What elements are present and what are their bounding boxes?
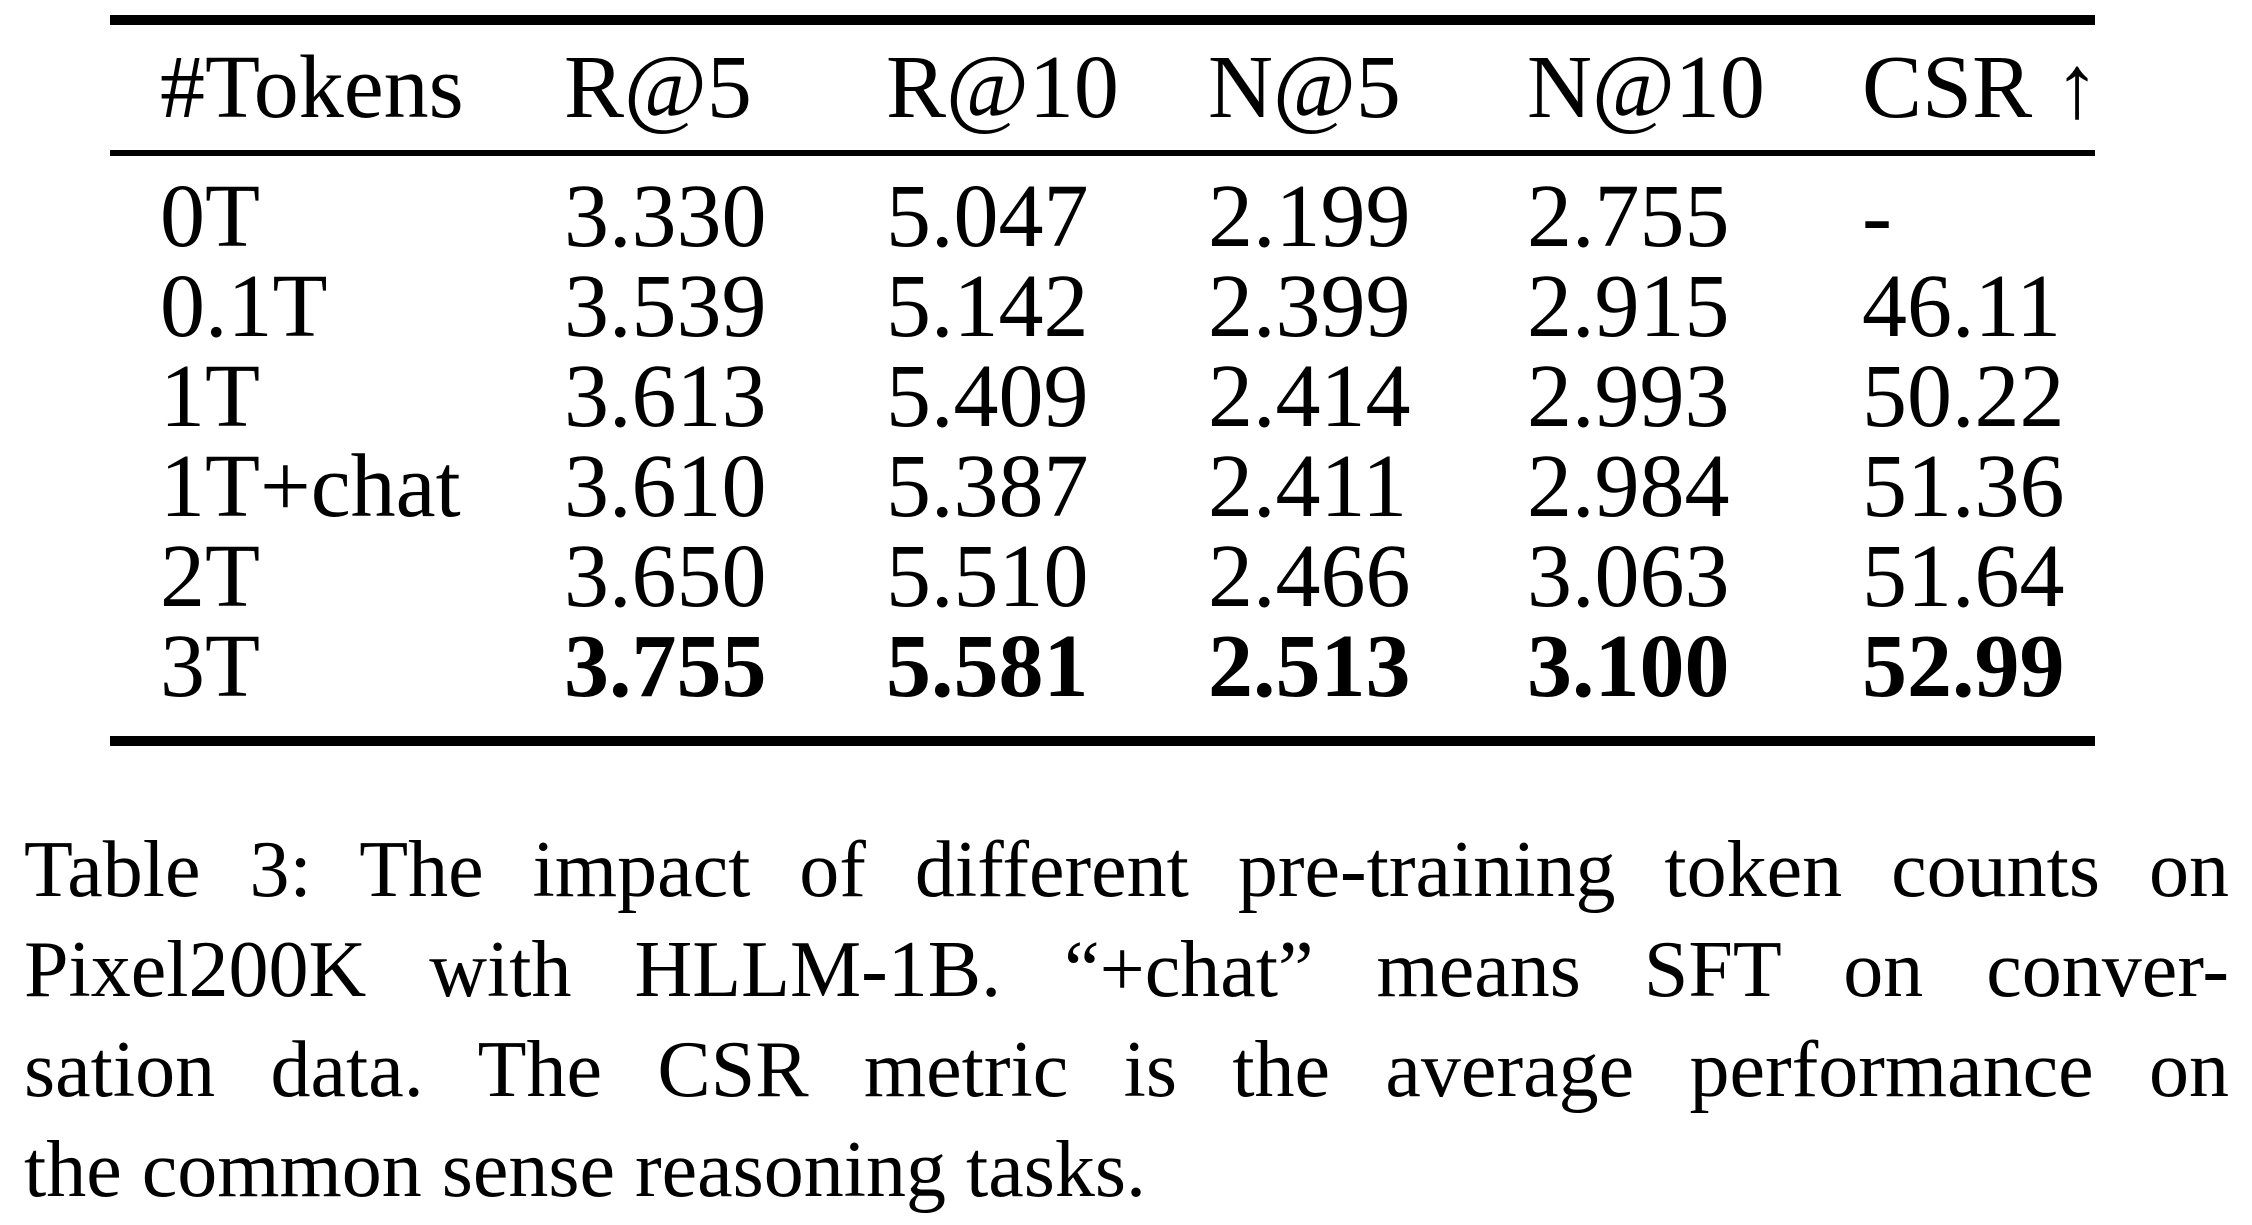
cell-n10: 2.915 [1527, 257, 1730, 356]
cell-n5: 2.411 [1208, 437, 1408, 536]
cell-r5: 3.613 [564, 347, 767, 446]
caption-line-1: Table 3: The impact of different pre-tra… [24, 826, 2229, 914]
cell-csr: 51.36 [1862, 437, 2065, 536]
cell-n10: 2.755 [1527, 167, 1730, 266]
cell-r10: 5.581 [886, 617, 1089, 716]
column-header-r5: R@5 [564, 38, 752, 137]
cell-r10: 5.047 [886, 167, 1089, 266]
cell-n10: 3.063 [1527, 527, 1730, 626]
table-bottom-spacer [110, 712, 2095, 736]
table-top-rule [110, 15, 2095, 25]
cell-n5: 2.199 [1208, 167, 1411, 266]
row-label: 2T [160, 527, 260, 626]
row-label: 0T [160, 167, 260, 266]
table-body: 0T 3.330 5.047 2.199 2.755 - 0.1T 3.539 … [110, 156, 2095, 712]
cell-csr: 52.99 [1862, 617, 2065, 716]
cell-n10: 2.993 [1527, 347, 1730, 446]
column-header-n10: N@10 [1527, 38, 1765, 137]
row-label: 1T [160, 347, 260, 446]
cell-n5: 2.466 [1208, 527, 1411, 626]
cell-n5: 2.513 [1208, 617, 1411, 716]
row-label: 1T+chat [160, 437, 461, 536]
cell-r5: 3.539 [564, 257, 767, 356]
cell-csr: 46.11 [1862, 257, 2062, 356]
cell-r10: 5.510 [886, 527, 1089, 626]
cell-n10: 3.100 [1527, 617, 1730, 716]
cell-csr: 50.22 [1862, 347, 2065, 446]
cell-n10: 2.984 [1527, 437, 1730, 536]
table-mid-rule [110, 150, 2095, 156]
results-table: #Tokens R@5 R@10 N@5 N@10 CSR ↑ 0T 3.330… [110, 15, 2100, 746]
column-header-r10: R@10 [886, 38, 1119, 137]
column-header-csr: CSR ↑ [1862, 38, 2100, 137]
cell-n5: 2.399 [1208, 257, 1411, 356]
cell-csr: 51.64 [1862, 527, 2065, 626]
cell-r10: 5.387 [886, 437, 1089, 536]
table-row: 2T 3.650 5.510 2.466 3.063 51.64 [110, 532, 2095, 622]
cell-r5: 3.755 [564, 617, 767, 716]
cell-csr: - [1862, 167, 1892, 266]
cell-r10: 5.409 [886, 347, 1089, 446]
row-label: 3T [160, 617, 260, 716]
table-row: 1T+chat 3.610 5.387 2.411 2.984 51.36 [110, 442, 2095, 532]
column-header-tokens: #Tokens [160, 38, 464, 137]
table-caption: Table 3: The impact of different pre-tra… [24, 820, 2229, 1220]
cell-r5: 3.650 [564, 527, 767, 626]
table-row: 1T 3.613 5.409 2.414 2.993 50.22 [110, 352, 2095, 442]
cell-r10: 5.142 [886, 257, 1089, 356]
table-row: 0T 3.330 5.047 2.199 2.755 - [110, 172, 2095, 262]
cell-r5: 3.610 [564, 437, 767, 536]
caption-line-3: sation data. The CSR metric is the avera… [24, 1026, 2229, 1114]
cell-r5: 3.330 [564, 167, 767, 266]
caption-line-2: Pixel200K with HLLM-1B. “+chat” means SF… [24, 926, 2229, 1014]
table-row: 0.1T 3.539 5.142 2.399 2.915 46.11 [110, 262, 2095, 352]
table-row-best: 3T 3.755 5.581 2.513 3.100 52.99 [110, 622, 2095, 712]
row-label: 0.1T [160, 257, 328, 356]
table-header-row: #Tokens R@5 R@10 N@5 N@10 CSR ↑ [110, 25, 2100, 150]
caption-line-4: the common sense reasoning tasks. [24, 1126, 1146, 1214]
table-bottom-rule [110, 736, 2095, 746]
cell-n5: 2.414 [1208, 347, 1411, 446]
column-header-n5: N@5 [1208, 38, 1401, 137]
